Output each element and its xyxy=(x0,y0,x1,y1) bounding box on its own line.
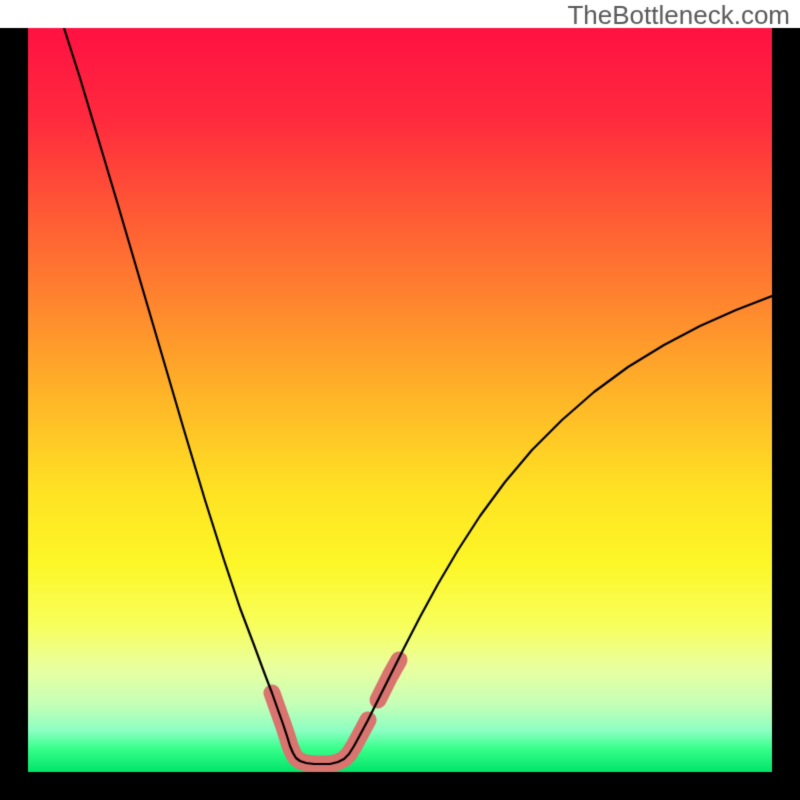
bottleneck-chart xyxy=(0,0,800,800)
